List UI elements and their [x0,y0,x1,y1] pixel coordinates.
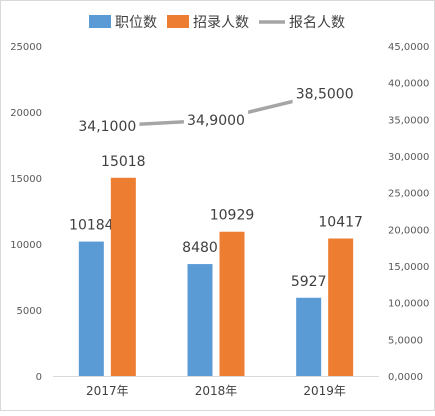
bar [296,297,322,376]
legend-swatch [167,15,189,28]
right-axis-tick: 30,0000 [388,152,429,163]
legend-label: 职位数 [115,15,157,31]
legend-swatch [89,15,111,28]
legend-label: 招录人数 [193,15,249,31]
right-axis-tick: 0,0000 [388,372,423,383]
legend-label: 报名人数 [289,15,345,31]
line-value-label: 34,1000 [78,119,136,135]
bar [78,241,104,376]
x-axis-label: 2017年 [86,384,129,398]
left-axis-tick: 10000 [10,240,42,251]
line-label-background [75,115,140,136]
bar-value-label: 10417 [318,214,363,230]
right-axis-tick: 15,0000 [388,262,429,273]
right-axis-tick: 5,0000 [388,335,423,346]
x-axis-label: 2018年 [195,384,238,398]
left-axis-tick: 5000 [17,306,42,317]
right-axis-tick: 45,0000 [388,42,429,53]
left-axis-tick: 25000 [10,42,42,53]
line-label-background [292,83,357,104]
bar [219,231,245,376]
left-axis-tick: 15000 [10,174,42,185]
bar [110,177,136,376]
right-axis-tick: 20,0000 [388,225,429,236]
left-axis-tick: 20000 [10,108,42,119]
line-label-background [183,110,249,131]
line-value-label: 34,9000 [187,113,245,129]
right-axis-tick: 25,0000 [388,189,429,200]
x-axis-label: 2019年 [303,384,346,398]
right-axis-tick: 10,0000 [388,299,429,310]
right-axis-tick: 35,0000 [388,115,429,126]
bar-value-label: 10929 [210,208,255,224]
bar [187,264,213,376]
left-axis-tick: 0 [36,372,42,383]
bar-value-label: 8480 [182,240,218,256]
bar-value-label: 10184 [69,218,114,234]
right-axis-tick: 40,0000 [388,79,429,90]
bar-value-label: 5927 [291,274,327,290]
bar [328,238,354,376]
bar-value-label: 15018 [101,154,146,170]
line-value-label: 38,5000 [296,87,354,103]
